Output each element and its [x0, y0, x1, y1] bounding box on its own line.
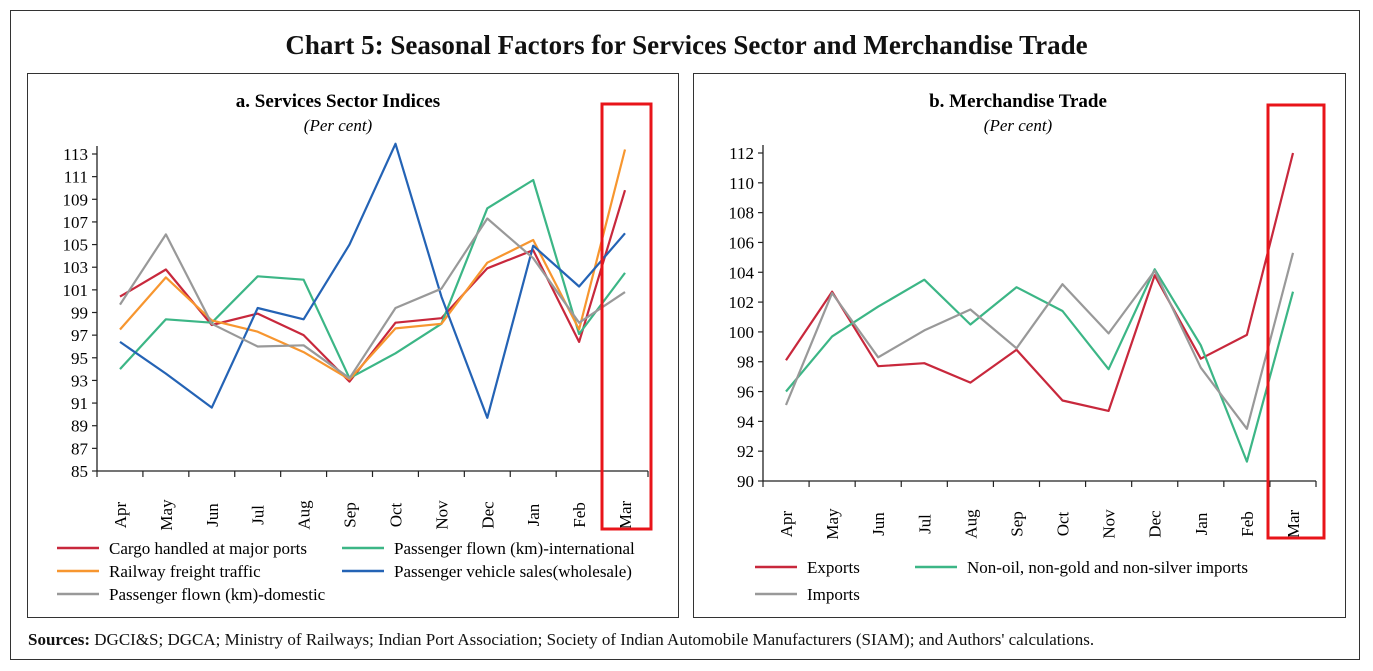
x-tick-label: Jan — [524, 503, 543, 526]
series-line-1 — [119, 178, 626, 380]
y-tick-label: 106 — [729, 233, 755, 252]
chart-title: b. Merchandise Trade — [929, 91, 1107, 112]
chart-frame — [10, 10, 1360, 660]
y-tick-label: 105 — [63, 236, 89, 255]
x-tick-label: Sep — [341, 502, 360, 528]
x-tick-label: Jun — [203, 503, 222, 527]
y-tick-label: 111 — [64, 168, 88, 187]
y-tick-label: 99 — [71, 304, 88, 323]
y-tick-label: 102 — [729, 293, 755, 312]
x-tick-label: Aug — [961, 509, 980, 539]
figure-title: Chart 5: Seasonal Factors for Services S… — [285, 30, 1088, 60]
legend-label: Passenger flown (km)-international — [394, 539, 635, 558]
highlight-box-mar — [1266, 103, 1326, 540]
highlight-box-mar — [600, 102, 653, 531]
sources-note: Sources: DGCI&S; DGCA; Ministry of Railw… — [28, 630, 1094, 650]
chart-0: a. Services Sector Indices (Per cent) 85 87… — [57, 91, 653, 604]
y-tick-label: 94 — [737, 412, 755, 431]
y-tick-label: 98 — [737, 353, 754, 372]
series-line-1 — [785, 268, 1295, 463]
y-tick-label: 92 — [737, 442, 754, 461]
x-tick-label: Dec — [478, 501, 497, 529]
sources-text: DGCI&S; DGCA; Ministry of Railways; Indi… — [90, 630, 1095, 649]
x-tick-label: Dec — [1146, 510, 1165, 538]
legend-label: Passenger flown (km)-domestic — [109, 585, 326, 604]
y-tick-label: 90 — [737, 472, 754, 491]
series-line-2 — [784, 252, 1295, 430]
x-tick-label: Aug — [295, 500, 314, 530]
panel-services — [27, 73, 679, 618]
y-tick-label: 85 — [71, 462, 88, 481]
x-tick-label: Oct — [1054, 511, 1073, 536]
x-tick-label: Mar — [616, 501, 635, 530]
y-tick-label: 104 — [729, 263, 755, 282]
legend-label: Railway freight traffic — [109, 562, 261, 581]
x-tick-label: Apr — [777, 510, 796, 537]
legend-label: Non-oil, non-gold and non-silver imports — [967, 558, 1248, 577]
chart-title: a. Services Sector Indices — [236, 91, 440, 112]
legend-label: Imports — [807, 585, 860, 604]
panel-merchandise — [693, 73, 1346, 618]
x-tick-label: Jan — [1192, 512, 1211, 535]
x-tick-label: Feb — [570, 502, 589, 528]
y-tick-label: 108 — [729, 204, 755, 223]
x-tick-label: Feb — [1238, 511, 1257, 537]
y-tick-label: 93 — [71, 371, 88, 390]
x-tick-label: Jul — [249, 505, 268, 525]
y-tick-label: 103 — [63, 258, 89, 277]
y-tick-label: 91 — [71, 394, 88, 413]
x-tick-label: Sep — [1007, 511, 1026, 537]
chart-1: b. Merchandise Trade (Per cent) 90 92 94 96 98… — [729, 91, 1326, 604]
sources-label: Sources: — [28, 630, 91, 649]
y-tick-label: 107 — [63, 213, 89, 232]
series-line-0 — [119, 189, 627, 383]
series-line-3 — [119, 142, 626, 419]
y-tick-label: 112 — [729, 144, 754, 163]
y-tick-label: 113 — [63, 145, 88, 164]
y-tick-label: 101 — [63, 281, 89, 300]
x-tick-label: Jul — [915, 514, 934, 534]
chart-subtitle: (Per cent) — [304, 116, 373, 135]
y-tick-label: 96 — [737, 383, 754, 402]
x-tick-label: Nov — [432, 500, 451, 530]
x-tick-label: Nov — [1100, 509, 1119, 539]
series-line-4 — [119, 217, 626, 380]
chart-subtitle: (Per cent) — [984, 116, 1053, 135]
x-tick-label: Mar — [1284, 510, 1303, 539]
y-tick-label: 109 — [63, 190, 89, 209]
series-line-0 — [785, 152, 1295, 412]
legend-label: Passenger vehicle sales(wholesale) — [394, 562, 632, 581]
x-tick-label: May — [823, 508, 842, 540]
y-tick-label: 89 — [71, 417, 88, 436]
x-tick-label: May — [157, 499, 176, 531]
x-tick-label: Apr — [111, 501, 130, 528]
x-tick-label: Oct — [386, 502, 405, 527]
y-tick-label: 110 — [729, 174, 754, 193]
x-tick-label: Jun — [869, 512, 888, 536]
y-tick-label: 97 — [71, 326, 89, 345]
y-tick-label: 100 — [729, 323, 755, 342]
legend-label: Cargo handled at major ports — [109, 539, 307, 558]
legend-label: Exports — [807, 558, 860, 577]
series-line-2 — [119, 149, 627, 381]
y-tick-label: 95 — [71, 349, 88, 368]
y-tick-label: 87 — [71, 439, 89, 458]
